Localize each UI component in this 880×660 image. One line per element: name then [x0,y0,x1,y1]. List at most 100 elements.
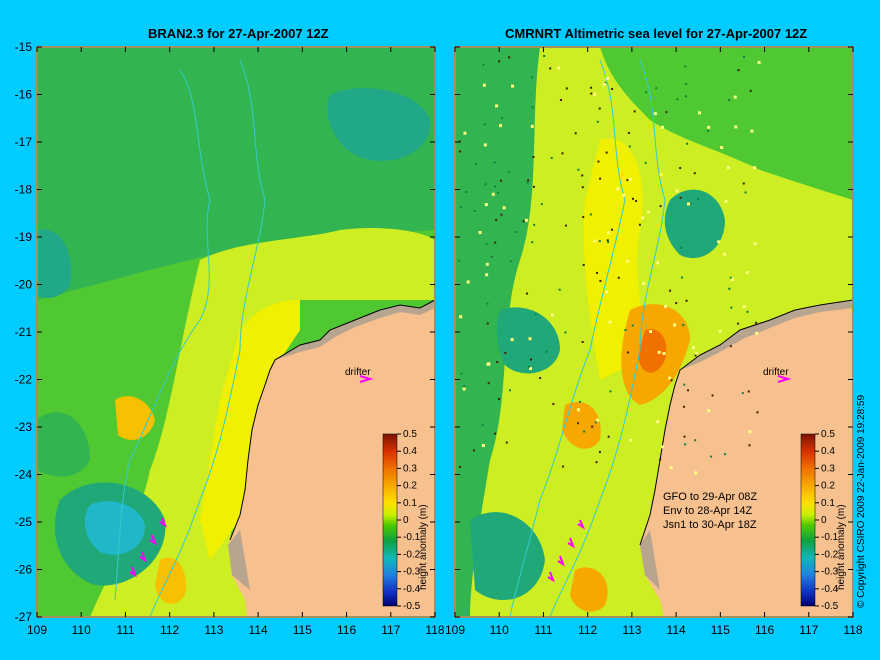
satellite-point [485,242,488,245]
colorbar-tick-label: -0.1 [403,532,421,543]
satellite-point [531,76,534,79]
satellite-point [459,150,462,153]
right-drifter-label: drifter [763,367,789,378]
satellite-point [685,83,688,86]
satellite-point [742,182,745,185]
satellite-point [617,276,620,279]
left-contour-line [114,69,211,601]
satellite-point [748,430,752,434]
satellite-point [550,156,553,159]
axis-ticks: 109 110 111 112 113 114 115 116 117 118 -15 -16 -17 -… [15,40,863,637]
satellite-point [707,125,711,129]
satellite-point [717,240,721,244]
x-tick-label: 114 [667,623,686,637]
y-tick-label: -18 [15,183,33,197]
satellite-point [602,82,606,86]
satellite-point [683,383,686,386]
satellite-point [496,191,499,194]
satellite-point [505,441,508,444]
y-tick-label: -24 [15,468,33,482]
satellite-point [609,390,612,393]
colorbar-tick-label: 0 [403,515,409,526]
satellite-point [531,106,534,109]
y-tick-label: -26 [15,563,33,577]
satellite-point [504,351,507,354]
satellite-point [508,170,511,173]
y-tick-label: -15 [15,40,33,54]
right-drifter-track [547,519,586,583]
satellite-point [591,425,594,428]
satellite-point [460,206,463,209]
satellite-point [611,87,614,90]
satellite-point [458,259,461,262]
satellite-point [686,142,689,145]
satellite-point [486,302,489,305]
satellite-point [606,76,610,80]
satellite-point [608,320,612,324]
colorbar-tick-label: 0.2 [403,481,417,492]
left-yellow-band [90,228,435,617]
satellite-point [670,379,673,382]
left-panel-title: BRAN2.3 for 27-Apr-2007 12Z [148,26,329,41]
satellite-point [659,205,662,208]
satellite-point [459,465,462,468]
satellite-point [707,129,710,132]
y-tick-label: -16 [15,88,33,102]
satellite-point [733,95,737,99]
colorbar-tick-label: 0.4 [821,446,835,457]
satellite-point [680,276,683,279]
satellite-point [659,458,662,461]
satellite-point [484,203,488,207]
left-green-patch [37,412,90,477]
satellite-point [483,123,486,126]
satellite-point [509,260,512,263]
satellite-point [692,346,696,350]
satellite-point [500,179,503,182]
satellite-point [730,278,734,282]
x-tick-label: 112 [578,623,597,637]
satellite-point [694,471,698,475]
satellite-point [491,192,495,196]
satellite-point [684,443,687,446]
satellite-point [596,271,599,274]
x-tick-label: 117 [799,623,818,637]
satellite-point [607,241,610,244]
satellite-point [528,337,532,341]
satellite-point [746,310,749,313]
colorbar-tick-label: 0.1 [821,498,835,509]
satellite-note: Env to 28-Apr 14Z [663,505,753,517]
satellite-point [549,67,552,70]
satellite-point [562,465,565,468]
satellite-point [748,444,751,447]
x-tick-label: 116 [337,623,356,637]
x-tick-label: 118 [843,623,862,637]
left-colorbar-label: height anomaly (m) [418,504,429,590]
satellite-point [605,290,609,294]
satellite-point [482,83,486,87]
satellite-point [655,87,658,90]
colorbar-tick-label: -0.2 [821,549,839,560]
satellite-point [669,466,673,470]
satellite-point [597,160,600,163]
satellite-point [574,132,577,135]
satellite-point [485,273,489,277]
satellite-point [533,223,536,226]
x-tick-label: 115 [293,623,312,637]
right-colorbar-label: height anomaly (m) [836,504,847,590]
left-cyan-patch [37,229,71,298]
satellite-point [668,376,672,380]
right-satellite-points [458,55,761,475]
satellite-point [483,143,487,147]
x-tick-label: 109 [445,623,465,637]
satellite-point [460,372,463,375]
satellite-point [582,216,585,219]
x-tick-label: 109 [27,623,47,637]
satellite-point [754,321,757,324]
satellite-point [529,367,533,371]
colorbar-tick-label: -0.5 [821,601,839,612]
x-tick-label: 110 [490,623,509,637]
satellite-point [659,172,663,176]
satellite-point [697,111,701,115]
satellite-point [607,435,610,438]
